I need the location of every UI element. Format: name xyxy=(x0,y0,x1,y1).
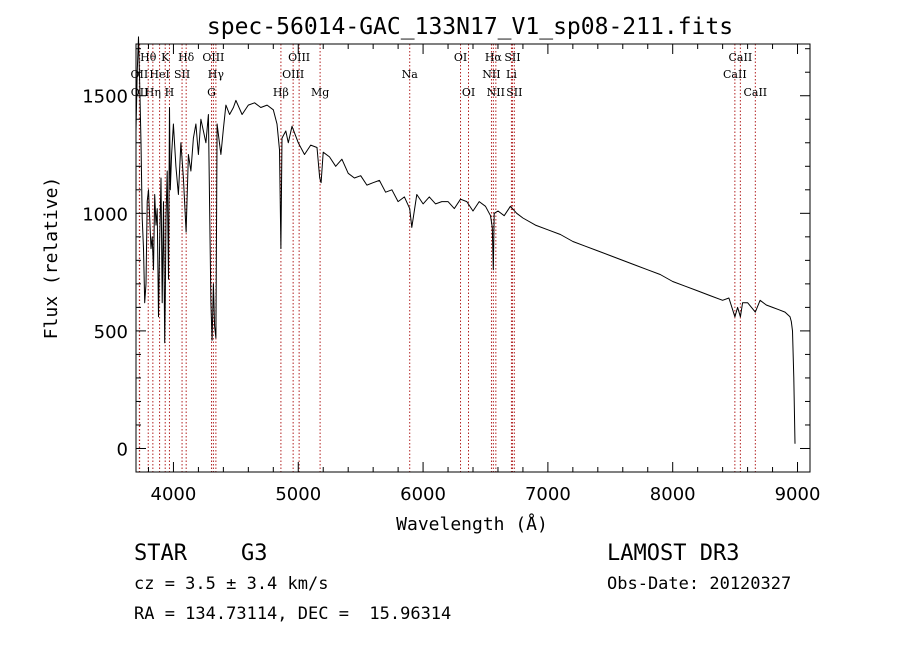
spectral-line-label: Hγ xyxy=(208,68,225,81)
spectral-line-label: H xyxy=(165,86,175,99)
spectral-line-label: OI xyxy=(462,86,475,99)
ra-dec: RA = 134.73114, DEC = 15.96314 xyxy=(134,604,451,624)
spectral-line-markers xyxy=(138,44,756,472)
y-axis-label: Flux (relative) xyxy=(41,177,62,340)
spectral-line-label: HeI xyxy=(149,68,169,81)
spectral-line-label: SII xyxy=(504,51,520,64)
spectral-line-label: NII xyxy=(487,86,505,99)
object-subclass: G3 xyxy=(241,541,268,566)
x-tick-label: 7000 xyxy=(525,484,571,505)
redshift-cz: cz = 3.5 ± 3.4 km/s xyxy=(134,574,328,594)
y-tick-label: 1500 xyxy=(82,87,128,108)
x-tick-label: 4000 xyxy=(151,484,197,505)
chart-title: spec-56014-GAC_133N17_V1_sp08-211.fits xyxy=(207,14,733,40)
spectral-line-label: Hδ xyxy=(178,51,195,64)
y-tick-label: 500 xyxy=(94,322,128,343)
plot-frame xyxy=(135,43,811,473)
spectral-line-label: Li xyxy=(506,68,517,81)
x-tick-label: 6000 xyxy=(400,484,446,505)
spectral-line-label: G xyxy=(207,86,216,99)
spectral-line-label: CaII xyxy=(743,86,767,99)
spectral-line-label: Na xyxy=(402,68,419,81)
y-tick-label: 1000 xyxy=(82,204,128,225)
survey-name: LAMOST DR3 xyxy=(607,541,739,566)
x-tick-label: 8000 xyxy=(650,484,696,505)
object-class: STAR xyxy=(134,541,188,566)
spectral-line-label: Mg xyxy=(311,86,329,99)
spectral-line-label: OIII xyxy=(202,51,224,64)
spectral-line-label: CaII xyxy=(729,51,753,64)
y-tick-label: 0 xyxy=(117,439,128,460)
spectral-line-label: Hθ xyxy=(140,51,157,64)
spectral-line-label: K xyxy=(161,51,170,64)
axes: 4000 5000 6000 7000 8000 9000 0 500 1000 1500 xyxy=(82,44,820,505)
spectral-line-label: Hα xyxy=(485,51,503,64)
spectral-line-label: Hη xyxy=(145,86,161,99)
spectral-line-label: NII xyxy=(482,68,500,81)
spectral-line-label: CaII xyxy=(723,68,747,81)
spectral-line-label: OIII xyxy=(282,68,304,81)
spectral-line-label: SII xyxy=(174,68,190,81)
spectral-line-label: OIII xyxy=(288,51,310,64)
spectral-line-label: SII xyxy=(506,86,522,99)
x-axis-label: Wavelength (Å) xyxy=(396,513,548,535)
observation-date: Obs-Date: 20120327 xyxy=(607,574,791,594)
x-tick-label: 5000 xyxy=(275,484,321,505)
x-tick-label: 9000 xyxy=(775,484,821,505)
spectral-line-label: Hβ xyxy=(273,86,289,99)
flux-series-line xyxy=(135,36,796,444)
spectral-line-label: OI xyxy=(454,51,467,64)
